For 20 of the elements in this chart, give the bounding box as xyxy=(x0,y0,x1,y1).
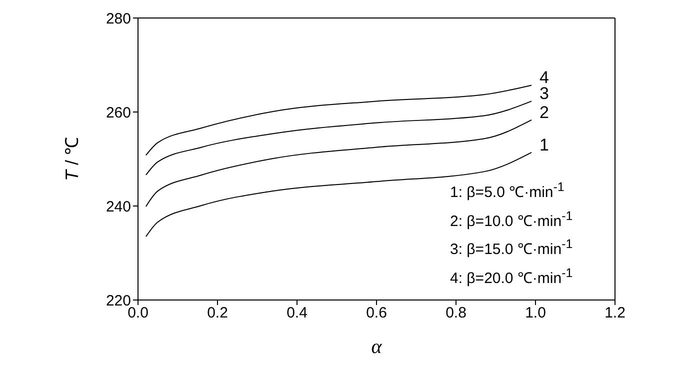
annotation: 2: β=10.0 ℃·min$^{-1}$ xyxy=(450,208,573,232)
y-axis-title: T / ℃ xyxy=(62,136,82,182)
x-tick-label: 1.2 xyxy=(604,304,626,322)
series-label: 1 xyxy=(540,135,549,154)
x-axis-title: α xyxy=(371,336,382,358)
x-tick-label: 0.2 xyxy=(207,304,228,322)
line-series xyxy=(145,100,532,176)
annotation: 3: β=15.0 ℃·min$^{-1}$ xyxy=(450,236,573,260)
annotation: 1: β=5.0 ℃·min$^{-1}$ xyxy=(450,179,566,203)
line-series xyxy=(145,84,532,156)
y-tick-label: 240 xyxy=(106,198,131,216)
x-tick-label: 1.0 xyxy=(525,304,546,322)
annotation: 4: β=20.0 ℃·min$^{-1}$ xyxy=(450,264,573,288)
x-tick-label: 0.6 xyxy=(366,304,387,322)
series-label: 2 xyxy=(540,102,549,122)
x-tick-label: 0.0 xyxy=(128,304,148,322)
y-tick-label: 280 xyxy=(106,10,131,28)
x-tick-label: 0.8 xyxy=(446,304,466,322)
y-tick-label: 260 xyxy=(106,104,131,122)
x-tick-label: 0.4 xyxy=(286,304,308,322)
